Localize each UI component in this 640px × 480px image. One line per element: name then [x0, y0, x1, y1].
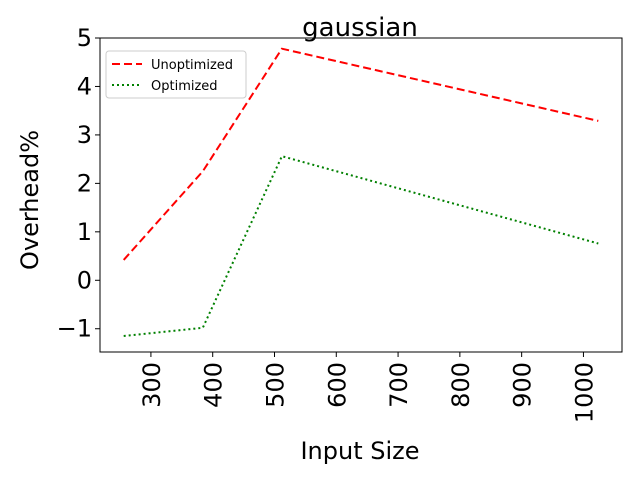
- legend-label-unoptimized: Unoptimized: [151, 58, 233, 73]
- y-tick-label-0: −1: [57, 315, 92, 343]
- y-tick-label-5: 4: [77, 72, 92, 100]
- x-tick-label-4: 700: [385, 362, 413, 408]
- x-tick-label-3: 600: [323, 362, 351, 408]
- y-tick-label-4: 3: [77, 121, 92, 149]
- x-tick-label-1: 400: [200, 362, 228, 408]
- legend-label-optimized: Optimized: [151, 79, 218, 94]
- x-tick-label-5: 800: [447, 362, 475, 408]
- x-tick-label-2: 500: [261, 362, 289, 408]
- x-axis-label: Input Size: [300, 437, 419, 465]
- legend: Unoptimized Optimized: [106, 51, 246, 98]
- y-axis-label: Overhead%: [16, 130, 44, 270]
- x-tick-label-7: 1000: [570, 362, 598, 423]
- y-tick-label-3: 2: [77, 169, 92, 197]
- y-tick-label-1: 0: [77, 266, 92, 294]
- x-tick-label-6: 900: [509, 362, 537, 408]
- x-tick-label-0: 300: [138, 362, 166, 408]
- y-tick-label-2: 1: [77, 218, 92, 246]
- y-tick-label-6: 5: [77, 24, 92, 52]
